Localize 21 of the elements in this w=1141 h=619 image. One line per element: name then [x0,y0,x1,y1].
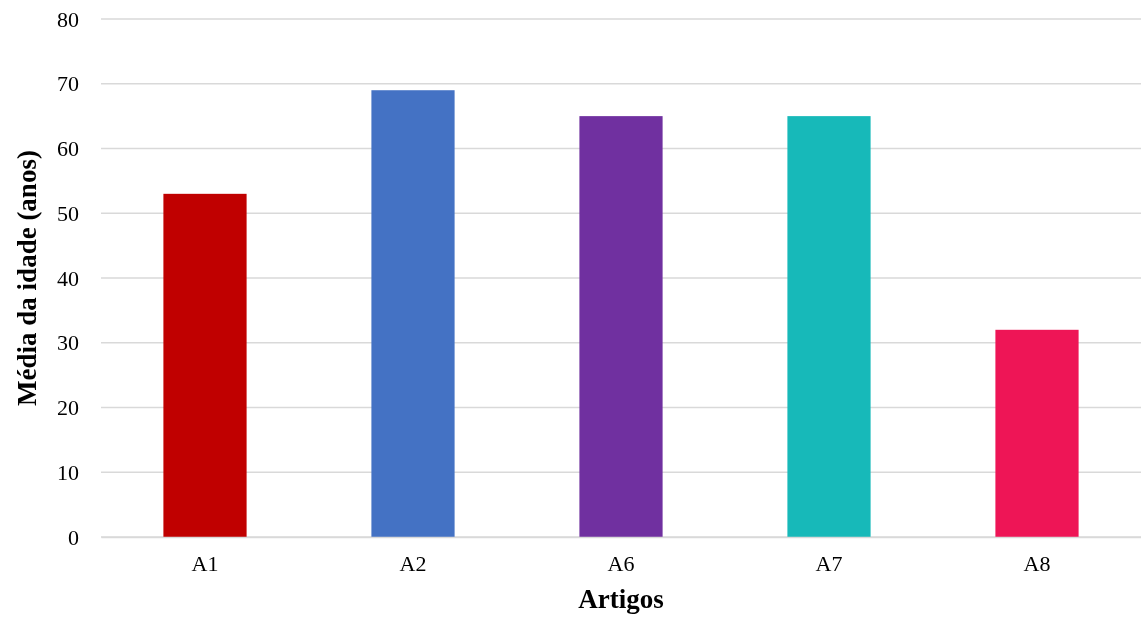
x-tick-label: A1 [191,550,219,576]
x-tick-label: A6 [607,550,635,576]
y-axis-title: Média da idade (anos) [12,150,42,406]
y-tick-label: 70 [57,71,79,97]
y-tick-label: 50 [57,200,79,226]
y-tick-label: 30 [57,330,79,356]
bar [163,193,247,537]
y-tick-label: 60 [57,136,79,162]
y-tick-label: 40 [57,265,79,291]
x-tick-label: A2 [399,550,427,576]
bar [579,116,663,537]
y-tick-label: 80 [57,6,79,32]
y-tick-label: 0 [68,524,79,550]
y-tick-label: 10 [57,459,79,485]
bar [787,116,871,537]
x-tick-label: A8 [1023,550,1051,576]
bar [371,90,455,537]
x-tick-label: A7 [815,550,843,576]
bar [995,329,1079,537]
x-axis-title: Artigos [578,584,664,614]
y-tick-label: 20 [57,395,79,421]
